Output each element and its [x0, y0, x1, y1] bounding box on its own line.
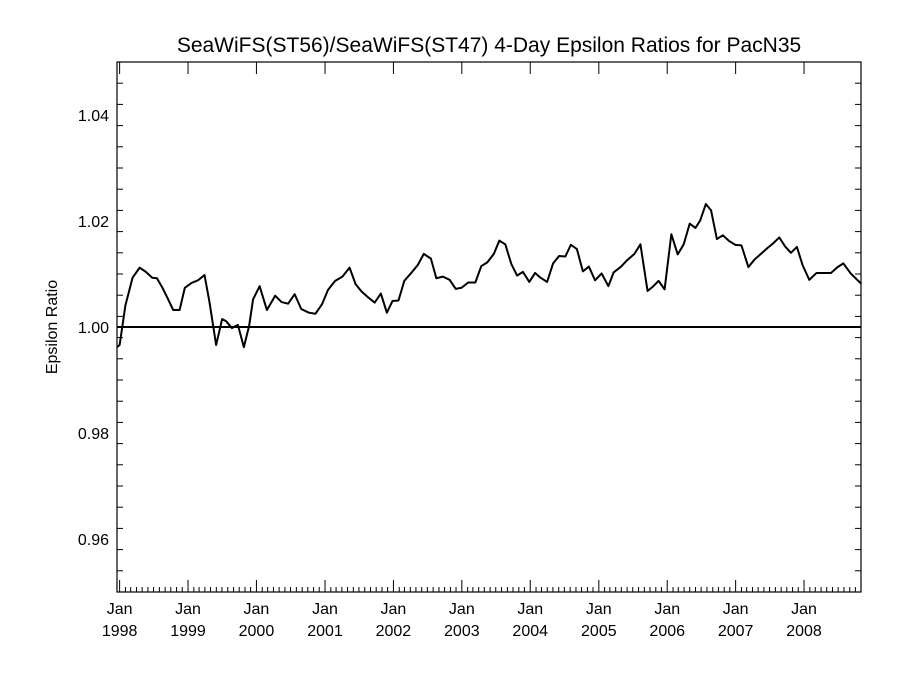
x-tick-label-month: Jan — [312, 601, 338, 618]
x-tick-label-month: Jan — [586, 601, 612, 618]
x-tick-label-year: 2002 — [376, 623, 412, 640]
epsilon-ratio-series-line — [116, 203, 862, 349]
x-tick-label-year: 2007 — [718, 623, 754, 640]
x-axis-ticks: Jan 1998 Jan 1999 Jan 2000 Jan 2001 Jan 2002 Jan 20… — [102, 62, 856, 640]
x-tick-label-month: Jan — [244, 601, 270, 618]
x-tick-label-year: 2008 — [786, 623, 822, 640]
x-tick-label-year: 2001 — [307, 623, 343, 640]
x-tick-label-year: 2006 — [649, 623, 685, 640]
y-tick-label: 1.02 — [78, 214, 109, 231]
x-tick-label-month: Jan — [175, 601, 201, 618]
x-tick-label-year: 2003 — [444, 623, 480, 640]
y-tick-label: 1.04 — [78, 108, 109, 125]
x-tick-label-month: Jan — [791, 601, 817, 618]
x-tick-label-month: Jan — [723, 601, 749, 618]
y-axis-ticks: 0.96 0.98 1.00 1.02 1.04 — [78, 82, 861, 572]
chart-title: SeaWiFS(ST56)/SeaWiFS(ST47) 4-Day Epsilo… — [177, 34, 801, 57]
y-axis-label: Epsilon Ratio — [44, 280, 61, 374]
x-tick-label-month: Jan — [449, 601, 475, 618]
x-tick-label-year: 1999 — [170, 623, 206, 640]
x-tick-label-year: 2005 — [581, 623, 617, 640]
x-tick-label-year: 2000 — [239, 623, 275, 640]
x-tick-label-year: 1998 — [102, 623, 138, 640]
y-tick-label: 0.96 — [78, 532, 109, 549]
y-tick-label: 1.00 — [78, 320, 109, 337]
y-tick-label: 0.98 — [78, 426, 109, 443]
x-tick-label-year: 2004 — [512, 623, 548, 640]
x-tick-label-month: Jan — [517, 601, 543, 618]
x-tick-label-month: Jan — [107, 601, 133, 618]
x-tick-label-month: Jan — [654, 601, 680, 618]
x-tick-label-month: Jan — [381, 601, 407, 618]
